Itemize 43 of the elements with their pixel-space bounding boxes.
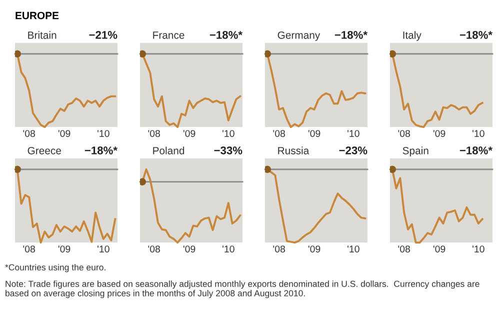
text: Note: Trade figures are based on seasonally adjusted monthly exports denominated in U.S. dollars. Currency changes are based on average closing prices in the months of July 2008 and August 2010. — [6, 280, 480, 298]
chart-title: Russia — [278, 146, 310, 154]
chart-subtitle: −23% — [339, 146, 368, 154]
chart-title: France — [153, 32, 184, 39]
x-tick-label: '08 — [148, 130, 160, 137]
x-tick-label: '08 — [148, 246, 160, 252]
x-tick-label: '10 — [472, 130, 484, 137]
x-tick-label: '10 — [222, 246, 234, 252]
chart-subtitle: −33% — [214, 146, 242, 154]
chart-title: Britain — [28, 31, 56, 39]
chart-subtitle: −18%* — [84, 146, 118, 154]
x-tick-label: '08 — [273, 246, 285, 252]
x-tick-label: '10 — [98, 246, 110, 252]
chart-subtitle: −18%* — [210, 30, 242, 39]
chart-title: Spain — [402, 146, 428, 156]
x-tick-label: '10 — [472, 246, 484, 252]
chart-subtitle: −18%* — [460, 30, 492, 39]
text: *Countries using the euro. — [5, 264, 106, 272]
x-tick-label: '10 — [98, 130, 110, 137]
x-tick-label: '08 — [23, 246, 35, 252]
chart-title: Italy — [403, 31, 422, 41]
x-tick-label: '08 — [23, 130, 35, 137]
chart-title: Poland — [153, 146, 184, 154]
x-tick-label: '10 — [222, 130, 234, 137]
chart-title: Greece — [28, 146, 61, 154]
x-tick-label: '09 — [183, 246, 196, 252]
x-tick-label: '09 — [183, 130, 196, 137]
text: EUROPE — [16, 12, 59, 20]
x-tick-label: '09 — [433, 246, 446, 252]
x-tick-label: '09 — [308, 130, 320, 137]
chart-subtitle: −18%* — [460, 146, 492, 154]
x-tick-label: '10 — [348, 246, 360, 252]
x-tick-label: '09 — [308, 246, 320, 252]
x-tick-label: '09 — [58, 246, 70, 252]
x-tick-label: '08 — [273, 130, 285, 137]
x-tick-label: '09 — [433, 130, 446, 137]
x-tick-label: '08 — [398, 246, 410, 252]
chart-subtitle: −18%* — [334, 30, 368, 39]
x-tick-label: '08 — [398, 130, 410, 137]
chart-title: Germany — [278, 31, 320, 41]
chart-subtitle: −21% — [89, 30, 118, 39]
x-tick-label: '09 — [58, 130, 70, 137]
x-tick-label: '10 — [348, 130, 360, 137]
